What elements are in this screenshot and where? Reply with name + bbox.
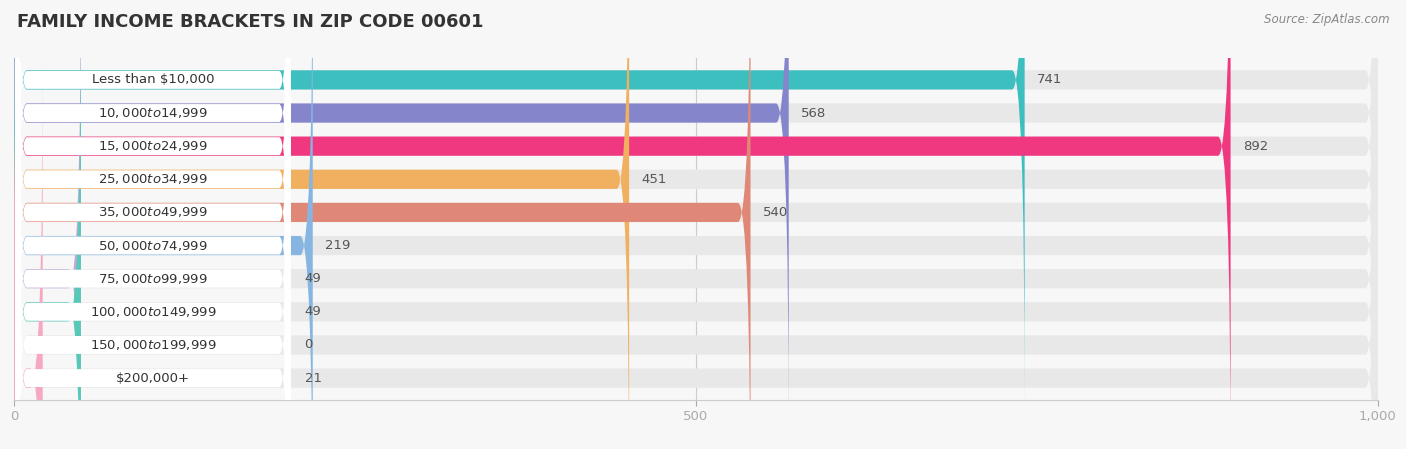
Text: $75,000 to $99,999: $75,000 to $99,999 xyxy=(98,272,208,286)
Text: $10,000 to $14,999: $10,000 to $14,999 xyxy=(98,106,208,120)
Text: 741: 741 xyxy=(1038,73,1063,86)
FancyBboxPatch shape xyxy=(14,0,1378,449)
FancyBboxPatch shape xyxy=(15,89,291,449)
Text: 21: 21 xyxy=(305,372,322,385)
FancyBboxPatch shape xyxy=(14,0,1378,449)
FancyBboxPatch shape xyxy=(15,0,291,369)
FancyBboxPatch shape xyxy=(14,0,82,449)
FancyBboxPatch shape xyxy=(14,0,82,449)
FancyBboxPatch shape xyxy=(14,0,751,449)
Text: $100,000 to $149,999: $100,000 to $149,999 xyxy=(90,305,217,319)
Text: Less than $10,000: Less than $10,000 xyxy=(91,73,214,86)
Text: $35,000 to $49,999: $35,000 to $49,999 xyxy=(98,206,208,220)
Text: 568: 568 xyxy=(801,106,827,119)
Text: Source: ZipAtlas.com: Source: ZipAtlas.com xyxy=(1264,13,1389,26)
Text: FAMILY INCOME BRACKETS IN ZIP CODE 00601: FAMILY INCOME BRACKETS IN ZIP CODE 00601 xyxy=(17,13,484,31)
FancyBboxPatch shape xyxy=(14,0,1230,449)
FancyBboxPatch shape xyxy=(14,57,42,449)
FancyBboxPatch shape xyxy=(14,0,312,449)
FancyBboxPatch shape xyxy=(14,0,1378,435)
FancyBboxPatch shape xyxy=(14,0,789,435)
FancyBboxPatch shape xyxy=(15,0,291,449)
FancyBboxPatch shape xyxy=(15,0,291,449)
FancyBboxPatch shape xyxy=(14,0,1378,449)
Text: $25,000 to $34,999: $25,000 to $34,999 xyxy=(98,172,208,186)
FancyBboxPatch shape xyxy=(14,57,1378,449)
FancyBboxPatch shape xyxy=(15,0,291,449)
FancyBboxPatch shape xyxy=(15,56,291,449)
FancyBboxPatch shape xyxy=(15,0,291,402)
FancyBboxPatch shape xyxy=(15,22,291,449)
FancyBboxPatch shape xyxy=(15,0,291,436)
Text: $50,000 to $74,999: $50,000 to $74,999 xyxy=(98,238,208,252)
Text: $150,000 to $199,999: $150,000 to $199,999 xyxy=(90,338,217,352)
FancyBboxPatch shape xyxy=(14,0,1378,449)
Text: 49: 49 xyxy=(305,272,321,285)
FancyBboxPatch shape xyxy=(14,0,1025,401)
Text: 219: 219 xyxy=(325,239,350,252)
Text: $15,000 to $24,999: $15,000 to $24,999 xyxy=(98,139,208,153)
Text: 0: 0 xyxy=(305,339,314,352)
Text: 540: 540 xyxy=(763,206,789,219)
FancyBboxPatch shape xyxy=(14,0,1378,449)
Text: 49: 49 xyxy=(305,305,321,318)
Text: 892: 892 xyxy=(1243,140,1268,153)
FancyBboxPatch shape xyxy=(14,0,628,449)
FancyBboxPatch shape xyxy=(14,23,1378,449)
FancyBboxPatch shape xyxy=(14,0,1378,449)
FancyBboxPatch shape xyxy=(14,0,1378,401)
Text: 451: 451 xyxy=(641,173,666,186)
FancyBboxPatch shape xyxy=(15,0,291,449)
Text: $200,000+: $200,000+ xyxy=(115,372,190,385)
